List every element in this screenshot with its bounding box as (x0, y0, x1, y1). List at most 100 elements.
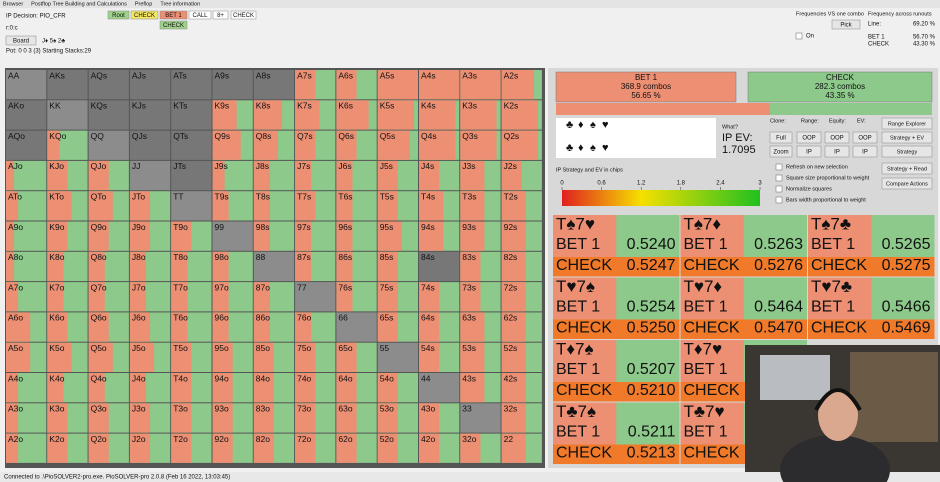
hand-cell[interactable] (171, 70, 212, 100)
bet-frequency-bar (377, 433, 398, 463)
bet-frequency-bar (419, 70, 460, 100)
view-button[interactable] (881, 131, 933, 144)
action-button[interactable] (159, 10, 188, 20)
view-button[interactable] (881, 162, 933, 175)
hand-cell[interactable] (88, 100, 129, 130)
hand-label: J7o (132, 282, 146, 292)
on-checkbox[interactable] (795, 32, 803, 40)
menu-tab[interactable]: Browser (3, 1, 23, 7)
hand-cell[interactable] (171, 160, 212, 191)
view-button[interactable] (881, 145, 933, 158)
action-button[interactable] (188, 10, 212, 20)
hand-cell[interactable] (336, 312, 377, 342)
menu-tab[interactable]: Preflop (135, 1, 152, 7)
bet-frequency-bar (171, 221, 192, 251)
hand-label: T5s (380, 191, 394, 201)
hand-cell[interactable] (253, 251, 295, 282)
zoom-button[interactable] (769, 145, 793, 158)
menu-tab[interactable]: Postflop Tree Building and Calculations (31, 1, 127, 7)
bet-frequency-bar (295, 433, 316, 463)
hand-cell[interactable] (47, 70, 88, 100)
hand-cell[interactable] (460, 403, 501, 433)
hand-cell[interactable] (129, 100, 171, 130)
hand-cell[interactable] (88, 70, 129, 100)
hand-label: Q6o (91, 313, 107, 323)
oop-button[interactable] (796, 131, 822, 144)
action-button[interactable] (212, 10, 229, 20)
action-button[interactable] (130, 10, 159, 20)
hand-cell[interactable] (129, 130, 171, 160)
option-checkbox[interactable] (775, 185, 783, 193)
pot: Pot: 0 0 3 (3) Starting Stacks:29 (6, 49, 92, 55)
ip-button[interactable] (796, 145, 822, 158)
hand-cell[interactable] (253, 70, 295, 100)
hand-cell[interactable] (88, 130, 129, 160)
oop-button-label: OOP (858, 136, 871, 142)
oop-button[interactable] (852, 131, 878, 144)
line: r:0:c (6, 26, 18, 32)
bet-frequency-bar (171, 373, 192, 403)
bet-frequency-bar (47, 130, 60, 160)
hand-label: AA (8, 70, 20, 80)
view-button[interactable] (881, 117, 933, 130)
ip-button[interactable] (852, 145, 878, 158)
hand-label: AJs (132, 70, 146, 80)
hand-cell[interactable] (212, 221, 253, 251)
hand-label: 73s (462, 282, 476, 292)
combo-bet-part (553, 277, 617, 320)
hand-cell[interactable] (171, 100, 212, 130)
action-button[interactable] (230, 10, 257, 20)
pick-button[interactable] (831, 19, 861, 30)
hand-cell[interactable] (419, 251, 460, 282)
scale-tick-label: 3 (758, 181, 762, 187)
combo-bet-ev: 0.5207 (627, 361, 676, 378)
option-checkbox[interactable] (775, 163, 783, 171)
hand-label: K6s (338, 101, 353, 111)
ip-button[interactable] (824, 145, 850, 158)
combo-check: CHECK (684, 382, 740, 399)
action-button[interactable] (107, 10, 130, 20)
hand-label: A7s (297, 70, 312, 80)
bet-frequency-bar (212, 282, 229, 312)
hand-label: Q9o (91, 222, 107, 232)
combo-cards: T♥7♣ (811, 277, 852, 296)
bet-frequency-bar (460, 433, 481, 463)
hand-cell[interactable] (419, 373, 460, 403)
hand-cell[interactable] (377, 342, 418, 372)
hand-label: Q4s (421, 131, 437, 141)
board-button[interactable] (5, 35, 37, 46)
hand-cell[interactable] (171, 130, 212, 160)
bet-summary (555, 71, 737, 103)
hand-cell[interactable] (295, 282, 336, 312)
bet-frequency-bar (212, 373, 233, 403)
hand-cell[interactable] (47, 100, 88, 130)
hand-cell[interactable] (129, 70, 171, 100)
hand-cell[interactable] (6, 100, 47, 130)
bet-frequency-bar (377, 70, 418, 100)
hand-cell[interactable] (6, 130, 47, 160)
bet-frequency-bar (501, 373, 526, 403)
hand-label: KJo (49, 161, 64, 171)
option-checkbox[interactable] (775, 174, 783, 182)
hand-label: 62s (504, 313, 518, 323)
hand-label: 85s (380, 252, 394, 262)
combo-check: CHECK (556, 257, 612, 274)
view-button[interactable] (881, 177, 933, 190)
menu-tab[interactable]: Tree information (160, 1, 200, 7)
sub-action[interactable] (159, 20, 188, 30)
combo-check-ev: 0.5276 (754, 257, 803, 274)
bet-frequency-bar (88, 433, 109, 463)
combo-bet-ev: 0.5240 (627, 236, 676, 253)
combo-cards: T♥7♦ (684, 277, 723, 296)
bet-frequency-bar (419, 342, 440, 372)
hand-cell[interactable] (6, 70, 47, 100)
hand-cell[interactable] (171, 191, 212, 221)
bet-frequency-bar (501, 70, 534, 100)
hand-label: A3s (462, 70, 477, 80)
hand-cell[interactable] (212, 70, 253, 100)
option-checkbox[interactable] (775, 196, 783, 204)
oop-button[interactable] (824, 131, 850, 144)
hand-cell[interactable] (129, 160, 171, 191)
combo-bet-part (553, 340, 617, 382)
full-button[interactable] (769, 131, 793, 144)
